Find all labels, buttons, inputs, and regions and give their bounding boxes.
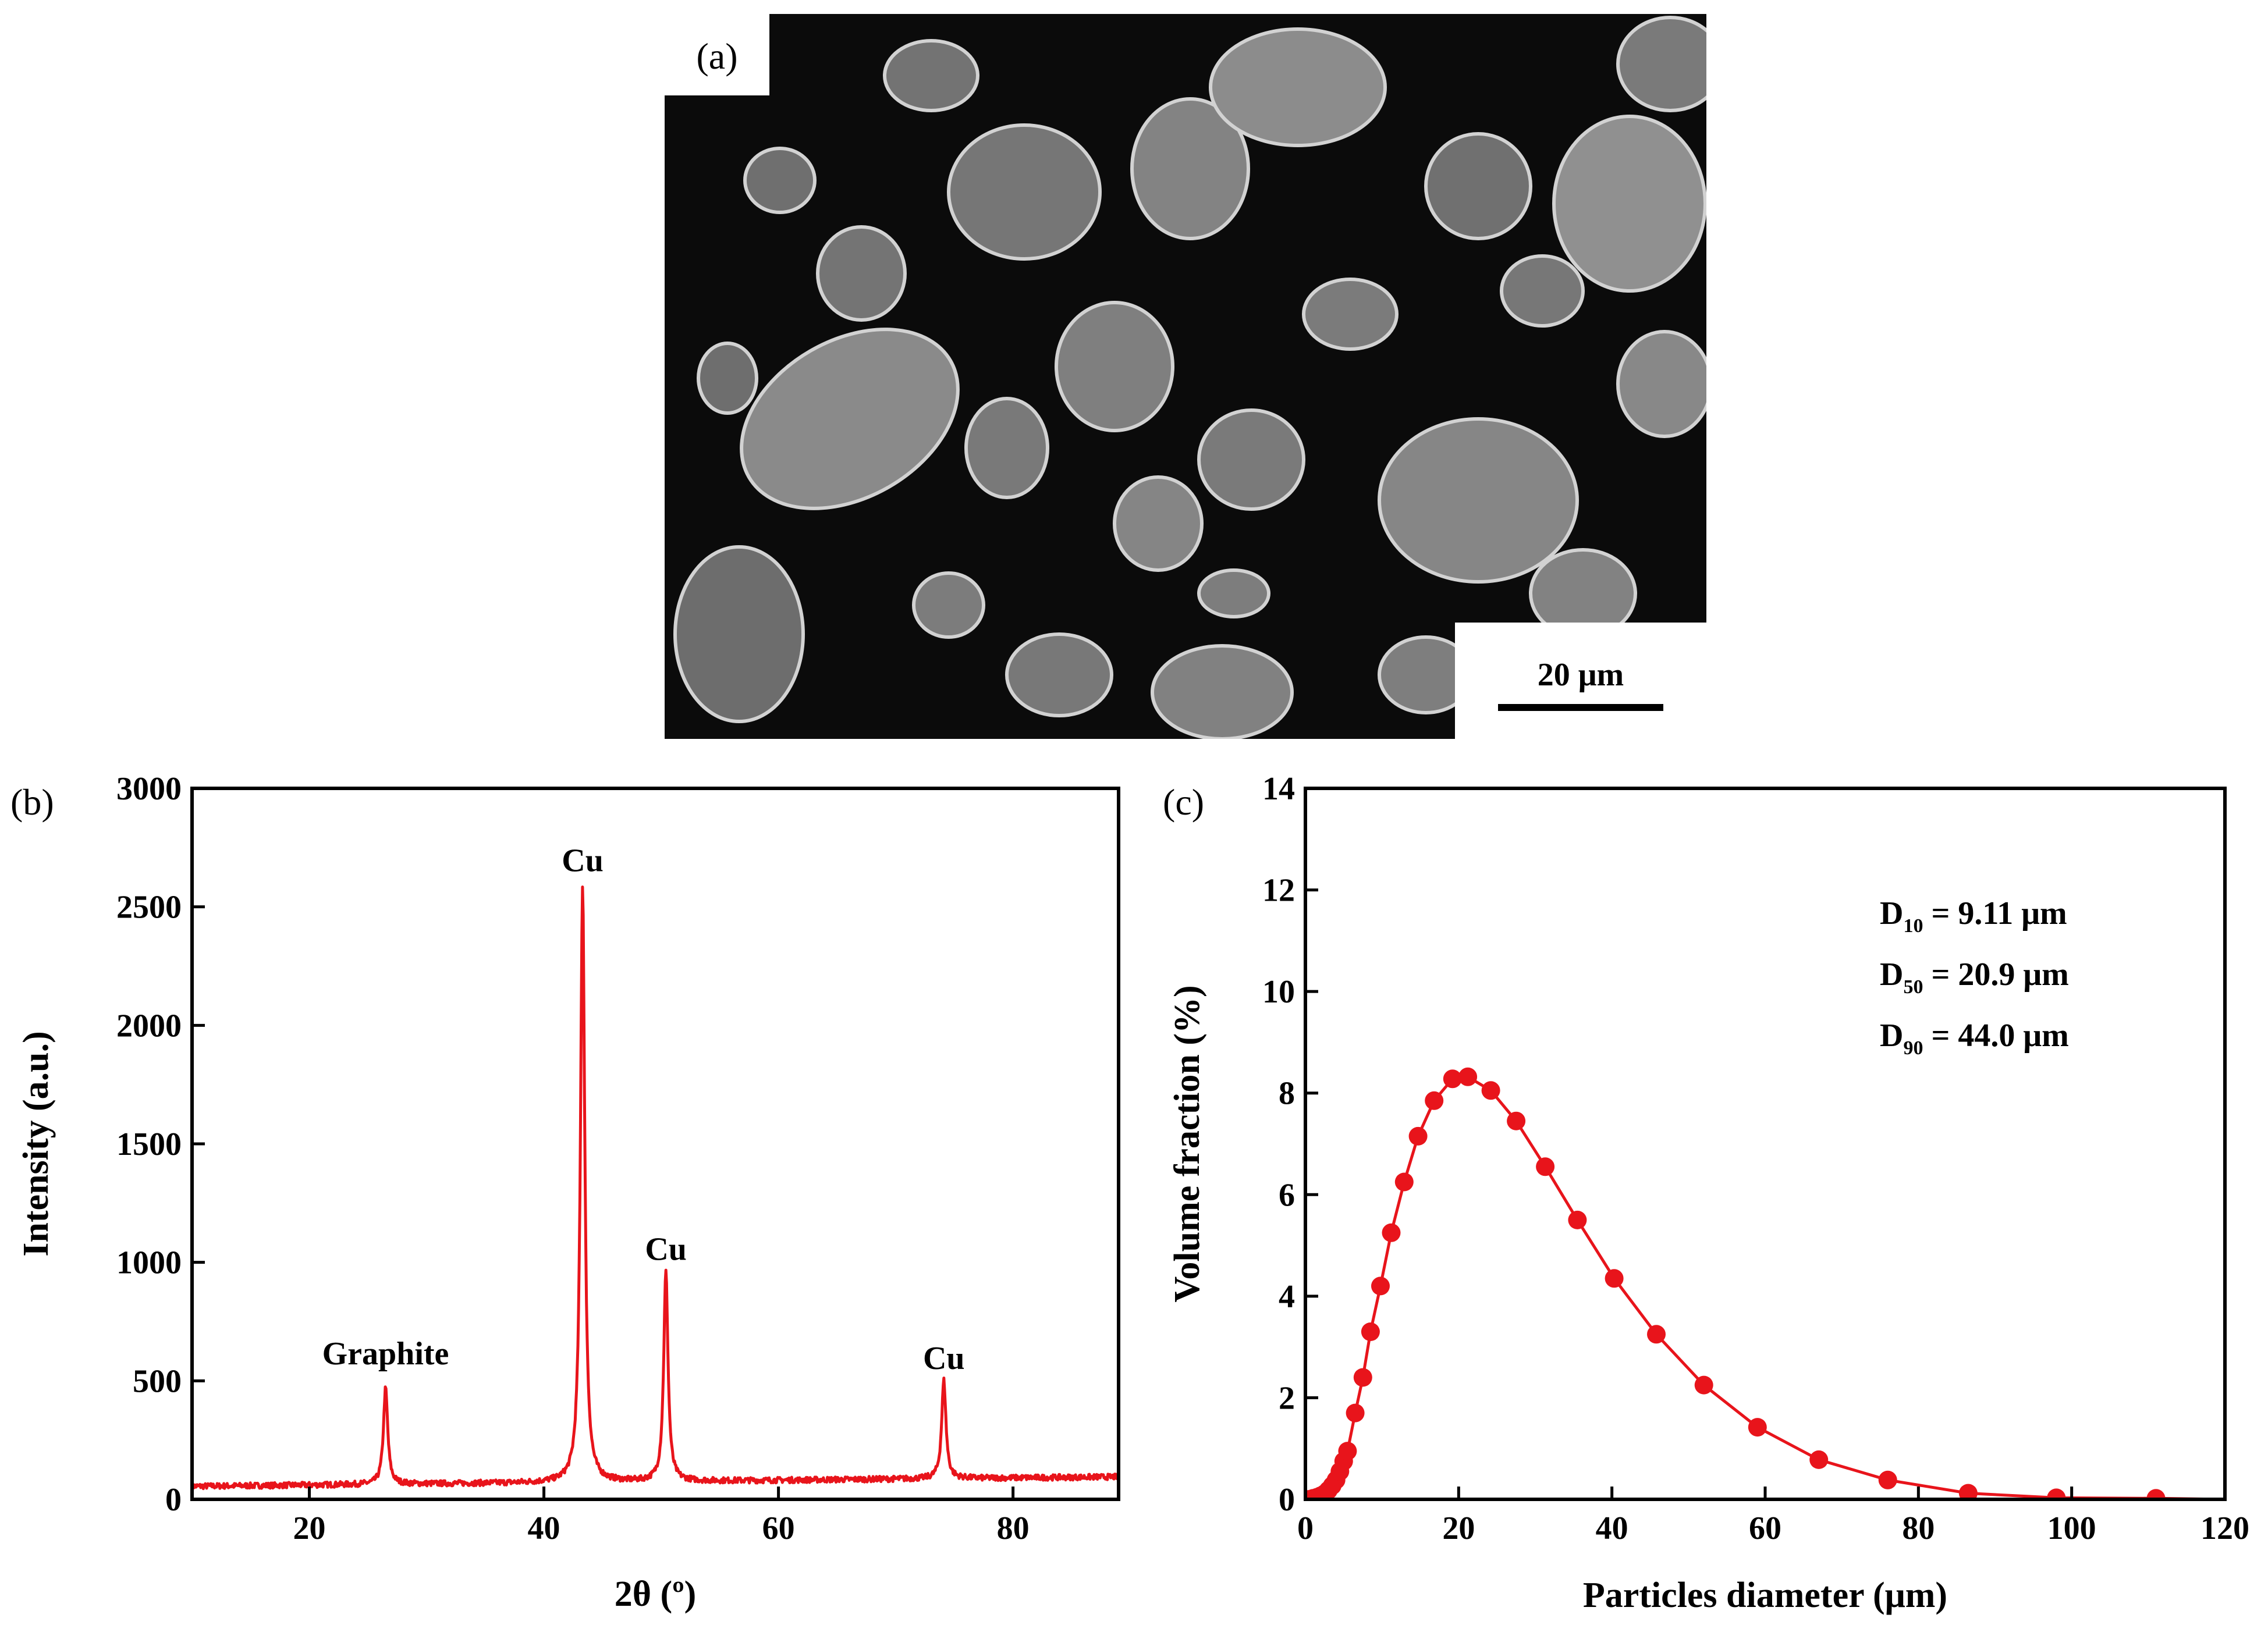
c-ytick-label: 6	[1279, 1177, 1295, 1213]
c-xtick-label: 100	[2047, 1510, 2096, 1546]
c-xtick-label: 60	[1749, 1510, 1781, 1546]
psd-point	[1394, 1172, 1414, 1192]
plot-c-ylabel: Volume fraction (%)	[1167, 985, 1207, 1302]
panel-a-label: (a)	[696, 35, 737, 77]
panel-c: (c) 0 20 40 60 80 100 120 0 2 4 6 8 10 12 14 D10 = 9.1…	[1163, 771, 2249, 1615]
b-ytick-label: 3000	[116, 771, 182, 807]
scale-bar	[1498, 704, 1663, 711]
peak-label: Cu	[923, 1340, 965, 1377]
sem-micrograph	[665, 14, 1706, 739]
c-ytick-label: 8	[1279, 1076, 1295, 1112]
b-ytick-label: 1000	[116, 1245, 182, 1281]
panel-b: (b) 20 40 60 80 0 500 1000 1500 2000 2500 3000 Gra…	[10, 771, 1120, 1614]
c-ytick-label: 2	[1279, 1380, 1295, 1416]
label-a-box	[665, 14, 769, 95]
b-ytick-label: 0	[165, 1482, 182, 1518]
psd-point	[1425, 1091, 1444, 1110]
panel-a: (a) 20 μm	[665, 14, 1706, 739]
psd-point	[1507, 1111, 1526, 1130]
psd-series-group	[1305, 1067, 2225, 1499]
psd-point	[1605, 1269, 1624, 1288]
plot-b-xlabel: 2θ (º)	[615, 1574, 697, 1614]
psd-point	[1481, 1081, 1500, 1100]
plot-b-ticks: 20 40 60 80 0 500 1000 1500 2000 2500 3000	[116, 771, 1030, 1546]
sem-particles	[673, 16, 1706, 739]
psd-point	[1458, 1067, 1478, 1086]
panel-b-label: (b)	[10, 781, 54, 823]
xrd-series-group	[192, 886, 1119, 1491]
c-xtick-label: 40	[1596, 1510, 1628, 1546]
psd-point	[1878, 1470, 1897, 1489]
b-ytick-label: 500	[133, 1363, 182, 1399]
scale-bar-label: 20 μm	[1538, 657, 1624, 693]
psd-point	[1382, 1223, 1401, 1242]
plot-c-xlabel: Particles diameter (μm)	[1583, 1576, 1947, 1615]
psd-point	[2047, 1488, 2066, 1499]
d10-stat: D10 = 9.11 μm	[1880, 895, 2067, 937]
b-ytick-label: 2000	[116, 1008, 182, 1044]
c-xtick-label: 0	[1297, 1510, 1314, 1546]
peak-label: Cu	[562, 843, 604, 879]
b-xtick-label: 80	[997, 1510, 1030, 1546]
psd-point	[1361, 1322, 1380, 1341]
plot-b-frame	[190, 787, 1120, 1501]
c-ytick-label: 14	[1262, 771, 1295, 807]
psd-point	[1568, 1210, 1587, 1229]
panel-c-label: (c)	[1163, 781, 1204, 823]
c-xtick-label: 80	[1902, 1510, 1935, 1546]
plot-b-ylabel: Intensity (a.u.)	[16, 1031, 56, 1257]
psd-point	[1536, 1157, 1555, 1176]
b-ytick-label: 1500	[116, 1126, 182, 1162]
c-ytick-label: 4	[1279, 1279, 1295, 1315]
psd-point	[1408, 1126, 1428, 1146]
psd-point	[1338, 1442, 1357, 1461]
psd-point	[2146, 1489, 2166, 1499]
plot-c-frame	[1304, 787, 2227, 1501]
c-ytick-label: 0	[1279, 1482, 1295, 1518]
d90-stat: D90 = 44.0 μm	[1880, 1018, 2069, 1059]
b-xtick-label: 60	[762, 1510, 795, 1546]
xrd-line	[192, 886, 1119, 1491]
psd-point	[1694, 1375, 1713, 1395]
c-ytick-label: 10	[1262, 974, 1295, 1010]
c-xtick-label: 20	[1442, 1510, 1475, 1546]
psd-point	[1353, 1368, 1372, 1387]
b-xtick-label: 20	[293, 1510, 326, 1546]
b-xtick-label: 40	[528, 1510, 560, 1546]
psd-line	[1308, 1075, 2225, 1499]
plot-c-ticks: 0 20 40 60 80 100 120 0 2 4 6 8 10 12 14	[1262, 771, 2249, 1546]
psd-point	[1371, 1276, 1390, 1296]
peak-label: Graphite	[322, 1336, 449, 1372]
c-ytick-label: 12	[1262, 873, 1295, 909]
c-xtick-label: 120	[2200, 1510, 2249, 1546]
psd-point	[1647, 1325, 1666, 1344]
plot-b-annotations: Graphite Cu Cu Cu	[322, 843, 965, 1377]
d50-stat: D50 = 20.9 μm	[1880, 956, 2069, 998]
peak-label: Cu	[645, 1232, 687, 1268]
d-stats: D10 = 9.11 μm D50 = 20.9 μm D90 = 44.0 μ…	[1880, 895, 2069, 1059]
b-ytick-label: 2500	[116, 890, 182, 926]
scale-bar-box	[1455, 623, 1706, 739]
psd-point	[1748, 1418, 1767, 1437]
psd-point	[1958, 1484, 1978, 1499]
psd-point	[1809, 1450, 1829, 1469]
psd-point	[1346, 1403, 1365, 1423]
psd-point	[1443, 1069, 1462, 1089]
